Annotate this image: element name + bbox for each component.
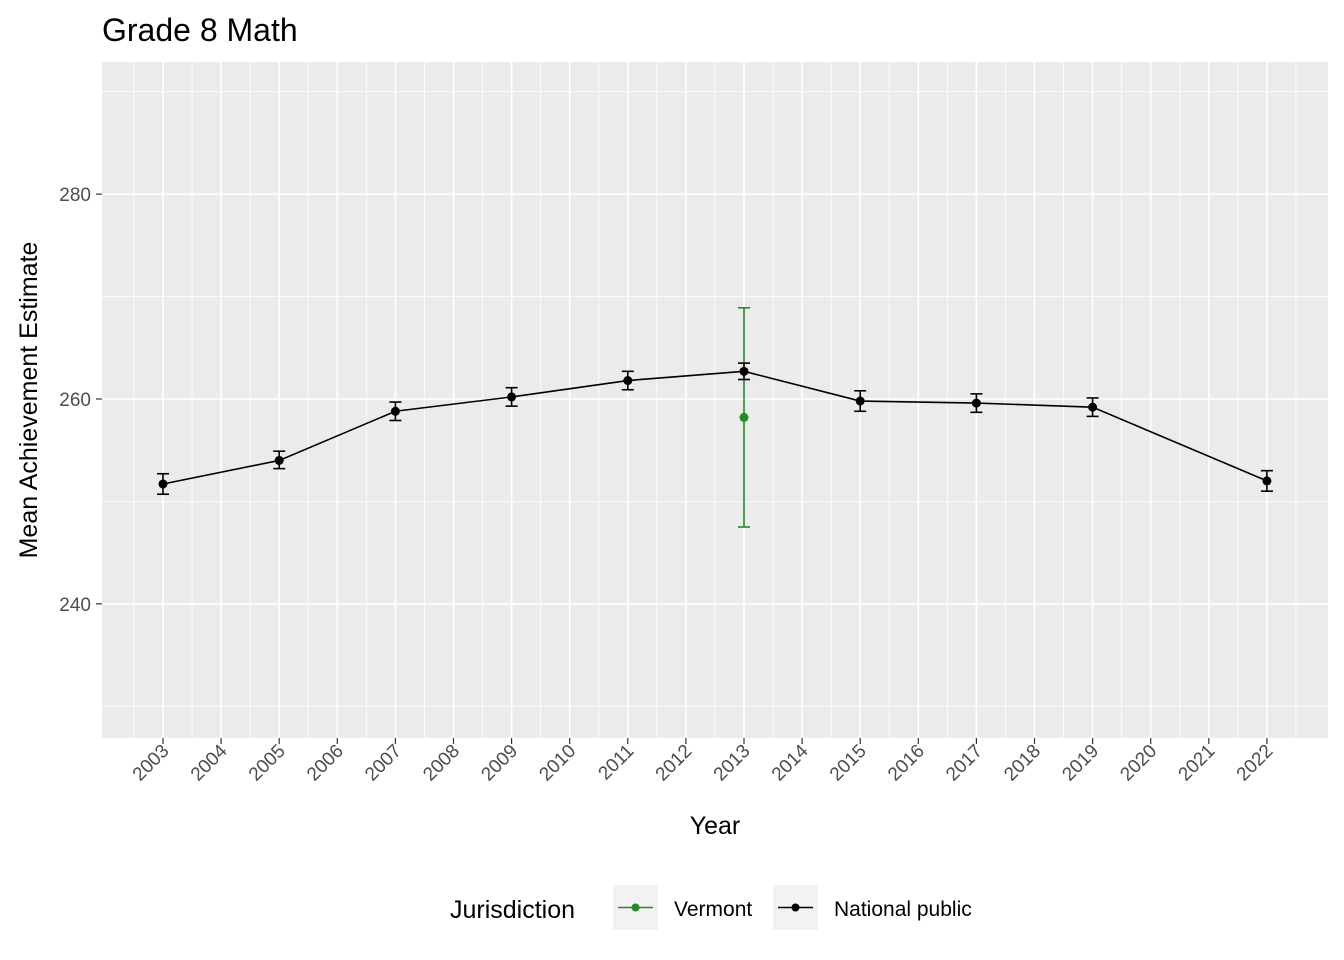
- series-layer: [157, 307, 1273, 528]
- x-tick-label: 2014: [768, 740, 813, 785]
- x-tick-label: 2007: [361, 741, 406, 786]
- y-tick-label: 280: [59, 185, 91, 206]
- x-tick-label: 2011: [595, 741, 639, 785]
- x-tick-label: 2013: [710, 741, 755, 786]
- x-tick-label: 2003: [129, 741, 174, 786]
- data-point-national-public: [158, 479, 168, 489]
- x-tick-label: 2008: [419, 741, 464, 786]
- y-tick-label: 260: [59, 390, 91, 411]
- legend-label-vermont: Vermont: [674, 898, 752, 921]
- x-tick-label: 2016: [884, 741, 929, 786]
- x-axis: 2003 2004 2005 2006 2007 2008 2009 2010 2011 2012…: [129, 738, 1278, 786]
- x-tick-label: 2006: [303, 741, 348, 786]
- x-axis-title: Year: [690, 812, 741, 840]
- x-tick-label: 2005: [245, 741, 290, 786]
- x-tick-label: 2018: [1000, 741, 1045, 786]
- series-line-national-public: [162, 370, 1268, 485]
- data-point-vermont: [739, 412, 749, 422]
- x-tick-label: 2012: [652, 741, 697, 786]
- data-point-national-public: [739, 366, 749, 376]
- x-tick-label: 2004: [187, 740, 232, 785]
- series-national-public: [157, 362, 1273, 496]
- x-tick-label: 2015: [826, 741, 871, 786]
- chart-title: Grade 8 Math: [102, 12, 298, 48]
- data-point-national-public: [971, 398, 981, 408]
- x-tick-label: 2010: [535, 741, 580, 786]
- legend-label-national-public: National public: [834, 898, 972, 921]
- data-point-national-public: [390, 406, 400, 416]
- x-tick-label: 2017: [942, 741, 987, 786]
- data-point-national-public: [1262, 476, 1272, 486]
- x-tick-label: 2022: [1233, 741, 1278, 786]
- data-point-national-public: [507, 392, 517, 402]
- x-tick-label: 2009: [477, 741, 522, 786]
- data-point-national-public: [274, 455, 284, 465]
- data-point-national-public: [855, 396, 865, 406]
- x-tick-label: 2019: [1058, 741, 1103, 786]
- legend-marker-national-public: [791, 903, 800, 912]
- legend: Jurisdiction Vermont National public: [450, 885, 972, 930]
- legend-marker-vermont: [631, 903, 640, 912]
- legend-title: Jurisdiction: [450, 896, 575, 924]
- data-point-national-public: [1088, 402, 1098, 412]
- x-tick-label: 2020: [1116, 741, 1161, 786]
- y-axis: 240 260 280: [59, 185, 102, 616]
- data-point-national-public: [623, 376, 633, 386]
- x-tick-label: 2021: [1175, 741, 1220, 786]
- series-vermont: [738, 307, 750, 528]
- y-tick-label: 240: [59, 595, 91, 616]
- y-axis-title: Mean Achievement Estimate: [15, 242, 43, 559]
- grid-lines: [102, 62, 1328, 738]
